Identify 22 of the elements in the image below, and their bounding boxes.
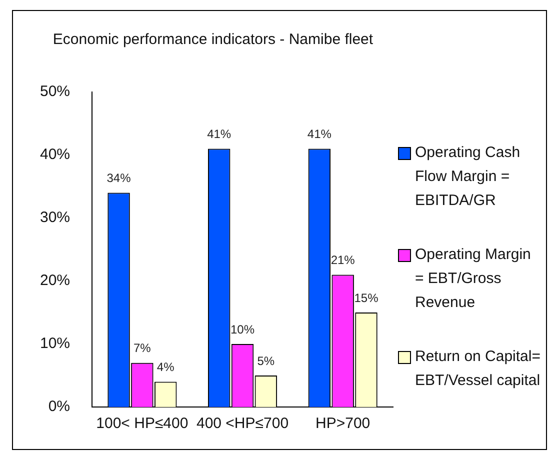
data-label: 5% — [257, 354, 275, 368]
x-tick-label: HP>700 — [316, 415, 370, 432]
y-tick-label: 10% — [40, 335, 70, 352]
data-label: 21% — [330, 253, 356, 268]
y-tick-label: 50% — [40, 83, 70, 100]
data-label: 4% — [156, 360, 175, 374]
y-tick-label: 0% — [48, 398, 70, 416]
x-tick-label: 100< HP≤400 — [96, 415, 188, 432]
data-label: 10% — [230, 322, 255, 336]
y-tick-label: 30% — [40, 209, 70, 226]
y-tick-label: 40% — [40, 146, 70, 164]
data-label: 41% — [307, 127, 332, 142]
data-label: 41% — [207, 127, 232, 142]
chart-title: Economic performance indicators - Namibe fleet — [52, 31, 374, 48]
legend-label: Return on Capital= EBT/Vessel capital — [415, 347, 542, 391]
data-label: 34% — [106, 171, 132, 186]
x-tick-label: 400 <HP≤700 — [196, 415, 289, 432]
y-tick-label: 20% — [40, 272, 70, 290]
legend-label: Operating Margin = EBT/Gross Revenue — [415, 245, 532, 313]
data-label: 15% — [354, 290, 379, 305]
legend-label: Operating Cash Flow Margin = EBITDA/GR — [415, 143, 522, 211]
data-label: 7% — [134, 341, 152, 356]
